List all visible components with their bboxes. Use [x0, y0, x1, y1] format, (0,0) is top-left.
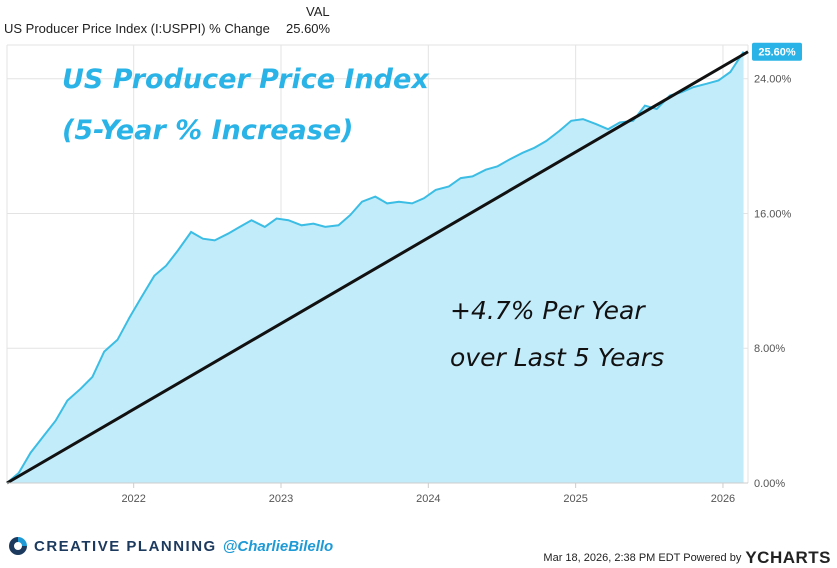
x-tick-label: 2022 — [121, 493, 145, 505]
y-tick-label: 0.00% — [754, 478, 785, 490]
x-tick-label: 2025 — [563, 493, 587, 505]
x-tick-label: 2024 — [416, 493, 440, 505]
chart-title-line1: US Producer Price Index — [62, 64, 430, 95]
author-handle[interactable]: @CharlieBilello — [222, 537, 334, 555]
brand-name: CREATIVE PLANNING — [34, 537, 217, 555]
last-value-badge-text: 25.60% — [758, 47, 796, 59]
legend-series-name: US Producer Price Index (I:USPPI) % Chan… — [4, 21, 270, 36]
y-axis-ticks: 0.00% 8.00% 16.00% 24.00% — [754, 74, 792, 490]
footer-brand[interactable]: CREATIVE PLANNING @CharlieBilello — [8, 536, 333, 556]
x-axis-ticks: 2022 2023 2024 2025 2026 — [121, 483, 735, 505]
creative-planning-logo-icon — [9, 537, 27, 555]
trend-annotation-line1: +4.7% Per Year — [450, 296, 646, 325]
footer-attribution: Mar 18, 2026, 2:38 PM EDT Powered by YCH… — [543, 548, 831, 568]
legend-header: VAL — [306, 4, 330, 19]
x-tick-label: 2023 — [269, 493, 293, 505]
chart-title-line2: (5-Year % Increase) — [62, 115, 353, 146]
y-tick-label: 8.00% — [754, 343, 785, 355]
ycharts-logo[interactable]: YCHARTS — [745, 548, 831, 567]
series-line — [6, 51, 745, 484]
timestamp-text: Mar 18, 2026, 2:38 PM EDT Powered by — [543, 552, 742, 564]
trend-line — [6, 50, 749, 485]
last-value-badge: 25.60% — [752, 42, 802, 61]
y-tick-label: 16.00% — [754, 208, 792, 220]
trend-annotation-line2: over Last 5 Years — [450, 343, 664, 372]
y-tick-label: 24.00% — [754, 74, 792, 86]
x-tick-label: 2026 — [711, 493, 735, 505]
legend-series-value: 25.60% — [286, 21, 331, 36]
